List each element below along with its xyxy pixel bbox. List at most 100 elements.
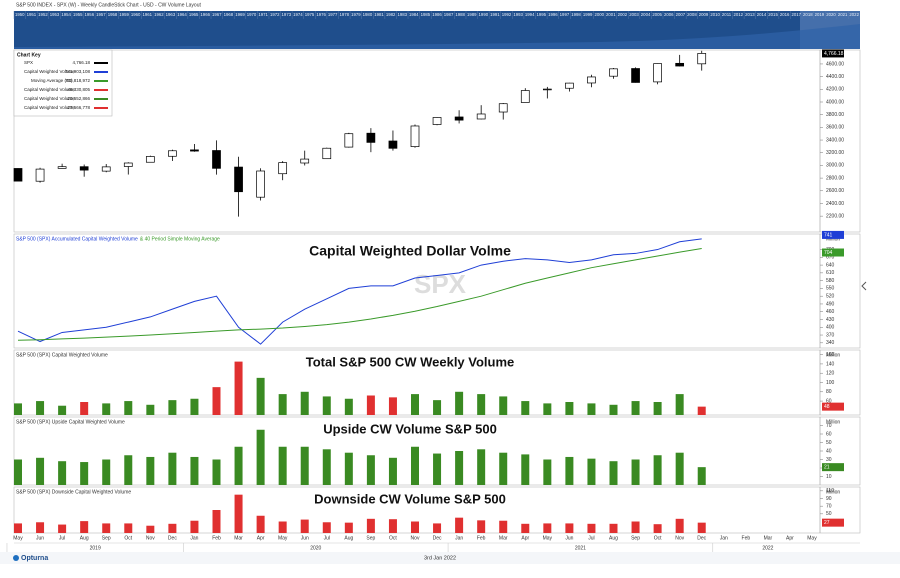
axis-label: Million	[826, 489, 840, 495]
x-tick-label: Sep	[631, 535, 640, 541]
navigator-year: 1958	[108, 12, 118, 17]
x-tick-label: Mar	[764, 535, 773, 541]
y-tick-label: 2800.00	[826, 175, 844, 181]
candle-body	[145, 156, 155, 163]
last-value-box	[822, 230, 844, 239]
volume-bar	[278, 394, 287, 415]
x-tick-label: Dec	[168, 535, 177, 541]
volume-bar	[411, 446, 419, 485]
volume-bar	[14, 523, 22, 533]
navigator-area	[14, 24, 860, 49]
x-year-label: 2021	[575, 545, 586, 551]
y-tick-label: 4200.00	[826, 87, 844, 93]
x-tick-label: May	[543, 535, 553, 541]
volume-bar	[653, 402, 662, 415]
volume-bar	[565, 523, 574, 533]
y-tick-label: 520	[826, 294, 835, 300]
volume-bar	[411, 394, 419, 415]
navigator-year: 1999	[583, 12, 593, 17]
volume-bar	[499, 452, 508, 485]
panel-subtitle: S&P 500 (SPX) Upside Capital Weighted Vo…	[16, 419, 125, 425]
candle-body	[410, 125, 420, 147]
candle-body	[123, 162, 133, 167]
volume-bar	[102, 523, 111, 533]
panel-title: Upside CW Volume S&P 500	[323, 421, 497, 436]
axis-label: Million	[826, 352, 840, 358]
volume-bar	[58, 405, 67, 415]
volume-bar	[521, 523, 530, 533]
footer-brand: Opturna	[21, 555, 48, 562]
y-tick-label: 460	[826, 309, 835, 315]
navigator-year: 1975	[305, 12, 315, 17]
candle-body	[631, 68, 640, 83]
volume-bar	[190, 398, 199, 415]
candle-body	[101, 166, 111, 172]
navigator-year: 2012	[734, 12, 744, 17]
series-line	[17, 248, 702, 341]
last-value-label: 48	[824, 404, 830, 410]
last-value-label: 4,766.18	[824, 51, 844, 57]
x-year-label: 2022	[762, 545, 773, 551]
x-tick-label: Feb	[742, 535, 751, 541]
y-tick-label: 50	[826, 511, 832, 517]
candle-body	[322, 147, 332, 160]
x-tick-label: Nov	[146, 535, 155, 541]
navigator-year: 1953	[50, 12, 60, 17]
navigator-year: 1950	[15, 12, 25, 17]
y-tick-label: 160	[826, 352, 835, 358]
y-tick-label: 4000.00	[826, 99, 844, 105]
key-name: Capital Weighted Volume	[24, 105, 75, 110]
candle-body	[454, 116, 464, 121]
volume-bar	[58, 461, 67, 485]
x-tick-label: Sep	[102, 535, 111, 541]
volume-bar	[411, 521, 419, 533]
y-tick-label: 3200.00	[826, 150, 844, 156]
navigator-year: 2006	[664, 12, 674, 17]
volume-bar	[212, 510, 221, 533]
volume-bar	[14, 403, 22, 415]
volume-bar	[433, 400, 442, 415]
panel-title: Total S&P 500 CW Weekly Volume	[306, 354, 515, 369]
navigator-year: 1965	[189, 12, 199, 17]
volume-bar	[146, 525, 155, 533]
y-tick-label: 550	[826, 286, 835, 292]
navigator-year: 2009	[699, 12, 709, 17]
axis-label: Million	[826, 236, 840, 242]
navigator-year: 1969	[235, 12, 245, 17]
volume-bar	[631, 401, 640, 415]
panel-subtitle: S&P 500 (SPX) Accumulated Capital Weight…	[16, 236, 138, 242]
x-tick-label: Feb	[477, 535, 486, 541]
volume-bar	[675, 452, 684, 485]
volume-bar	[697, 467, 706, 485]
navigator-year: 1976	[316, 12, 326, 17]
navigator-year: 1982	[386, 12, 396, 17]
candle-body	[520, 90, 530, 103]
y-tick-label: 340	[826, 340, 835, 346]
y-tick-label: 3800.00	[826, 112, 844, 118]
x-tick-label: Jun	[36, 535, 44, 541]
x-tick-label: Jun	[301, 535, 309, 541]
volume-bar	[366, 518, 375, 533]
x-tick-label: Dec	[697, 535, 706, 541]
last-value-label: 27	[824, 520, 830, 526]
y-tick-label: 490	[826, 301, 835, 307]
navigator-year: 1960	[131, 12, 141, 17]
panel-frame	[13, 49, 861, 233]
y-tick-label: 90	[826, 496, 832, 502]
navigator-year: 1966	[200, 12, 210, 17]
volume-bar	[697, 522, 706, 533]
navigator-year: 1992	[502, 12, 512, 17]
x-tick-label: Jul	[588, 535, 594, 541]
collapse-arrow[interactable]	[861, 281, 867, 291]
candle-body	[587, 76, 596, 84]
header-title: S&P 500 INDEX - SPX (W) - Weekly CandleS…	[16, 2, 201, 8]
key-value: 4,766.18	[72, 60, 90, 65]
volume-bar	[455, 391, 464, 415]
candle-body	[168, 150, 177, 157]
navigator-year: 2022	[849, 12, 859, 17]
volume-bar	[631, 521, 640, 533]
volume-bar	[477, 520, 486, 533]
volume-bar	[146, 456, 155, 485]
volume-bar	[587, 403, 596, 415]
volume-bar	[521, 454, 530, 485]
